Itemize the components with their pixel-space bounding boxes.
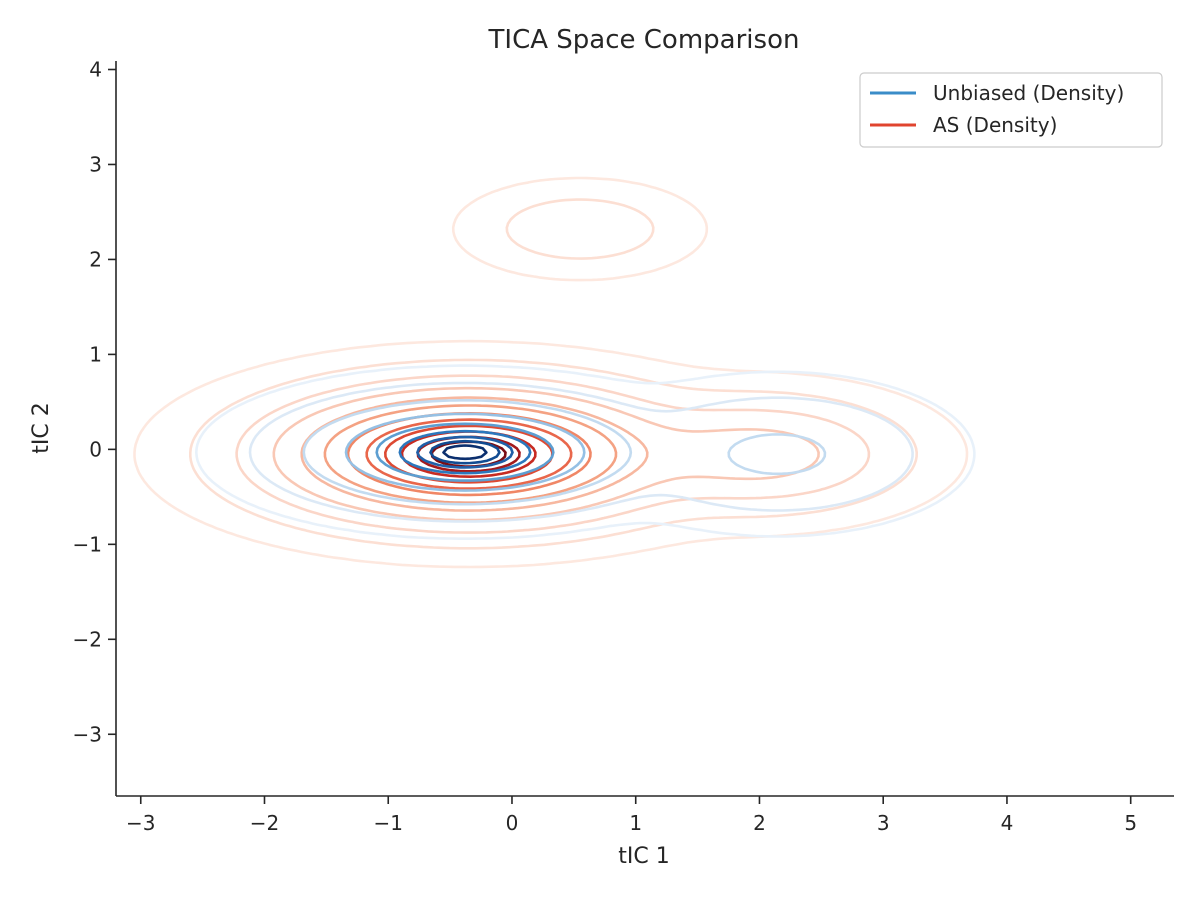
unbiased-density-contour [442, 444, 488, 461]
y-tick-label: 0 [89, 437, 102, 461]
unbiased-density-contour [375, 422, 555, 482]
y-tick-label: 2 [89, 247, 102, 271]
x-tick-label: 1 [629, 811, 642, 835]
y-axis-ticks: −3 −2 −1 0 1 2 3 4 [73, 57, 116, 746]
y-tick-label: −1 [73, 532, 102, 556]
y-tick-label: 3 [89, 152, 102, 176]
x-tick-label: 5 [1124, 811, 1137, 835]
legend-label-as: AS (Density) [933, 113, 1057, 137]
x-tick-label: 4 [1001, 811, 1014, 835]
as-density-contour [365, 418, 573, 490]
y-tick-label: 1 [89, 342, 102, 366]
legend-label-unbiased: Unbiased (Density) [933, 81, 1124, 105]
unbiased-density-contour [429, 439, 501, 465]
legend: Unbiased (Density) AS (Density) [859, 72, 1163, 148]
unbiased-density-contour [195, 364, 976, 540]
as-density-contour [133, 176, 969, 569]
legend-frame [859, 72, 1163, 148]
unbiased-density-contour [398, 429, 532, 475]
x-tick-label: −1 [373, 811, 402, 835]
as-density-contour [323, 404, 618, 504]
unbiased-density-contour [302, 399, 827, 506]
x-tick-label: 3 [877, 811, 890, 835]
chart-title: TICA Space Comparison [488, 25, 800, 55]
as-density-contour [235, 374, 871, 534]
y-tick-label: −3 [73, 722, 102, 746]
x-tick-label: 2 [753, 811, 766, 835]
unbiased-density-contour [248, 381, 914, 523]
x-tick-label: −3 [126, 811, 155, 835]
y-tick-label: 4 [89, 57, 102, 81]
x-axis-label: tIC 1 [618, 844, 669, 869]
as-density-contour [189, 198, 918, 550]
y-axis-label: tIC 2 [29, 402, 54, 453]
unbiased-density-contour [416, 435, 514, 469]
x-tick-label: 0 [506, 811, 519, 835]
y-tick-label: −2 [73, 627, 102, 651]
contour-layer [133, 176, 976, 569]
x-axis-ticks: −3 −2 −1 0 1 2 3 4 5 [126, 796, 1137, 835]
unbiased-density-contour [344, 412, 586, 492]
x-tick-label: −2 [250, 811, 279, 835]
